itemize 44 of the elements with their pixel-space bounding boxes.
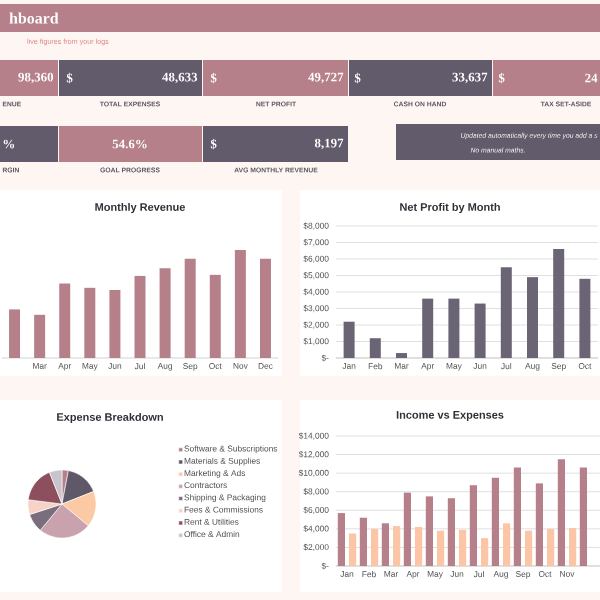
bar [491, 477, 500, 567]
bar [184, 258, 196, 359]
bar [109, 289, 121, 359]
bar [392, 526, 401, 567]
bar [422, 298, 434, 359]
bar [447, 498, 456, 567]
bar [425, 496, 434, 567]
bar [396, 353, 407, 359]
bar [524, 530, 533, 567]
bar [557, 459, 566, 567]
bar [579, 467, 588, 567]
bar [209, 274, 221, 359]
bar [234, 250, 246, 359]
bar [500, 267, 512, 359]
bar [343, 321, 355, 359]
bar [448, 298, 460, 359]
bar [159, 268, 171, 359]
bar [546, 528, 555, 567]
bar [337, 513, 346, 567]
bar [359, 517, 368, 567]
bar [59, 283, 71, 359]
bar [480, 538, 489, 567]
bar [579, 278, 591, 359]
bar [526, 277, 538, 359]
bar [502, 523, 511, 567]
bar [535, 483, 544, 567]
bar [381, 523, 390, 567]
bar [348, 533, 357, 567]
bar [436, 530, 445, 567]
bar [474, 303, 486, 359]
bar [9, 309, 21, 359]
bar [414, 527, 423, 567]
bar [370, 528, 379, 567]
bar [458, 529, 467, 567]
bar [259, 258, 271, 359]
bar [568, 527, 577, 567]
bar [553, 249, 565, 359]
bar [469, 485, 478, 567]
bar [403, 492, 412, 567]
bar [369, 338, 381, 359]
bar [513, 467, 522, 567]
bar [34, 314, 46, 359]
bar [134, 275, 146, 359]
bar [84, 287, 96, 359]
